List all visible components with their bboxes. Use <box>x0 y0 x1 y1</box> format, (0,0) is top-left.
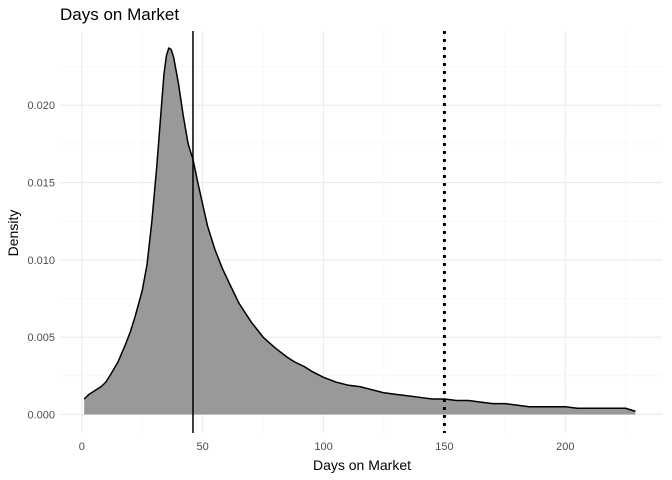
y-tick-label: 0.000 <box>27 409 55 421</box>
density-curve <box>83 47 636 413</box>
y-tick-label: 0.020 <box>27 100 55 112</box>
x-tick-label: 150 <box>435 441 453 453</box>
x-tick-label: 100 <box>314 441 332 453</box>
density-area <box>84 48 636 415</box>
y-tick-label: 0.015 <box>27 178 55 190</box>
x-axis-label: Days on Market <box>313 457 411 473</box>
y-axis-ticks: 0.000 0.005 0.010 0.015 0.020 <box>27 100 55 421</box>
y-axis-label: Density <box>5 210 21 257</box>
x-tick-label: 200 <box>556 441 574 453</box>
y-tick-label: 0.005 <box>27 332 55 344</box>
chart-title: Days on Market <box>60 5 179 24</box>
x-tick-label: 50 <box>197 441 209 453</box>
y-tick-label: 0.010 <box>27 255 55 267</box>
plot-area <box>83 31 636 433</box>
x-axis-ticks: 0 50 100 150 200 <box>79 441 575 453</box>
x-tick-label: 0 <box>79 441 85 453</box>
